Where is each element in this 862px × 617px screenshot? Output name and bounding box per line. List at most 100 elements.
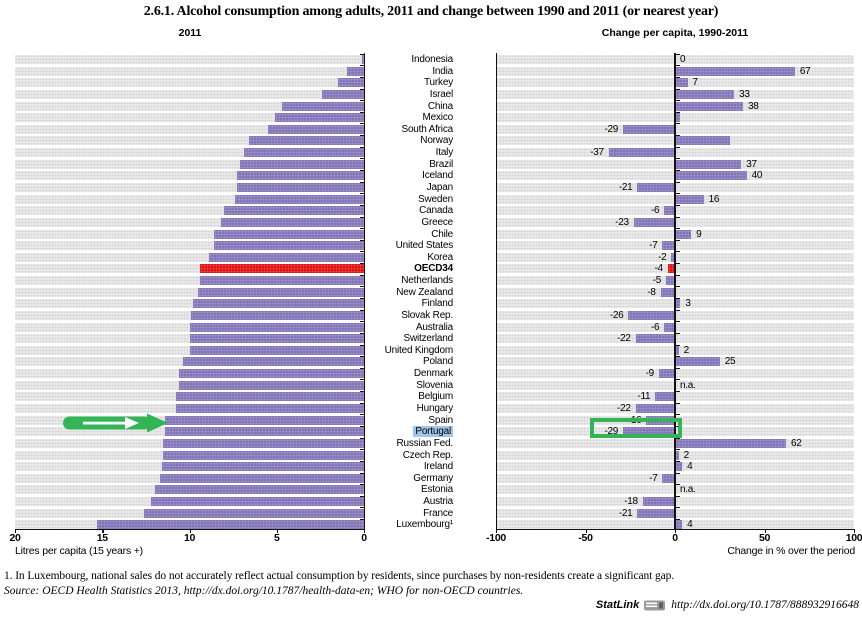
statlink-url-link[interactable]: http://dx.doi.org/10.1787/888932916648 [671, 599, 859, 611]
right-bar [660, 287, 675, 297]
change-value-label: 16 [708, 193, 720, 205]
country-label: China [427, 100, 453, 112]
right-bar [666, 276, 675, 286]
country-label: Russian Fed. [396, 437, 453, 449]
axis-row-tick [675, 379, 680, 381]
change-value-label: -23 [615, 216, 629, 228]
left-chart-title: 2011 [178, 27, 202, 39]
right-bar [675, 101, 744, 111]
axis-row-tick [675, 158, 680, 160]
left-bar-track [15, 66, 364, 76]
axis-row-tick [359, 460, 364, 462]
change-value-label: -6 [650, 205, 660, 217]
country-label: Poland [423, 356, 453, 368]
left-bar-track [15, 229, 364, 239]
axis-row-tick [675, 519, 680, 521]
country-label: South Africa [401, 123, 453, 135]
left-bar-track [15, 357, 364, 367]
country-label: United States [395, 240, 454, 252]
right-bar [667, 264, 675, 274]
axis-row-tick [675, 204, 680, 206]
left-chart-zero-axis [363, 53, 365, 530]
left-bar [179, 380, 364, 390]
left-axis-caption: Litres per capita (15 years +) [15, 545, 143, 557]
axis-row-tick [675, 65, 680, 67]
left-bar-track [15, 450, 364, 460]
change-value-label: -9 [645, 368, 655, 380]
left-bar [165, 415, 364, 425]
axis-row-tick [675, 274, 680, 276]
right-bar [623, 124, 675, 134]
left-bar-track [15, 345, 364, 355]
left-bar-track [15, 182, 364, 192]
axis-row-tick [359, 111, 364, 113]
green-box-annotation [590, 418, 682, 438]
change-value-label: 38 [748, 100, 759, 112]
axis-row-tick [359, 484, 364, 486]
left-bar [224, 206, 364, 216]
change-value-label: -5 [652, 275, 662, 287]
axis-row-tick [359, 367, 364, 369]
axis-row-tick [675, 170, 680, 172]
left-bar [189, 334, 364, 344]
left-bar [234, 194, 364, 204]
right-bar [658, 369, 675, 379]
axis-tick [496, 529, 498, 533]
axis-row-tick [359, 274, 364, 276]
right-bar [637, 508, 675, 518]
change-value-label: -18 [624, 496, 638, 508]
left-bar-track [15, 124, 364, 134]
statlink-icon [644, 600, 666, 610]
left-bar [199, 276, 364, 286]
left-bar-track [15, 462, 364, 472]
country-label: Greece [421, 216, 453, 228]
left-bar [236, 182, 364, 192]
left-bar [268, 124, 364, 134]
source-url-link[interactable]: http://dx.doi.org/10.1787/health-data-en [183, 585, 371, 597]
change-value-label: 7 [692, 77, 699, 89]
left-bar-track [15, 101, 364, 111]
left-bar [175, 392, 364, 402]
change-value-label: 2 [683, 344, 690, 356]
change-value-label: -29 [604, 426, 619, 438]
axis-row-tick [675, 332, 680, 334]
right-bar [633, 217, 675, 227]
axis-tick [764, 529, 766, 533]
axis-row-tick [675, 100, 680, 102]
country-label: Estonia [421, 484, 453, 496]
country-label: Norway [420, 135, 453, 147]
left-bar-track [15, 369, 364, 379]
right-bar [675, 520, 683, 530]
left-bar-track [15, 217, 364, 227]
source-text: OECD Health Statistics 2013, [39, 585, 184, 597]
country-label: Chile [431, 228, 453, 240]
axis-row-tick [675, 484, 680, 486]
axis-row-tick [359, 321, 364, 323]
axis-row-tick [359, 379, 364, 381]
axis-row-tick [675, 460, 680, 462]
axis-row-tick [359, 251, 364, 253]
change-value-label: 40 [751, 170, 763, 182]
left-bar-track [15, 252, 364, 262]
axis-row-tick [359, 414, 364, 416]
axis-row-tick [359, 286, 364, 288]
country-label: Turkey [424, 77, 453, 89]
left-bar [322, 89, 364, 99]
axis-row-tick [359, 391, 364, 393]
left-bar-track [15, 194, 364, 204]
axis-row-tick [675, 239, 680, 241]
axis-row-tick [675, 449, 680, 451]
left-bar [240, 159, 364, 169]
change-value-label: 0 [680, 54, 686, 65]
left-bar-track [15, 276, 364, 286]
left-bar-track [15, 89, 364, 99]
axis-tick [364, 529, 366, 533]
right-bar [637, 182, 675, 192]
axis-row-tick [675, 135, 680, 137]
country-label: Italy [435, 147, 454, 159]
right-bar [623, 427, 675, 437]
axis-row-tick [675, 181, 680, 183]
axis-row-tick [675, 286, 680, 288]
country-label: United Kingdom [384, 344, 454, 356]
axis-row-tick [359, 495, 364, 497]
